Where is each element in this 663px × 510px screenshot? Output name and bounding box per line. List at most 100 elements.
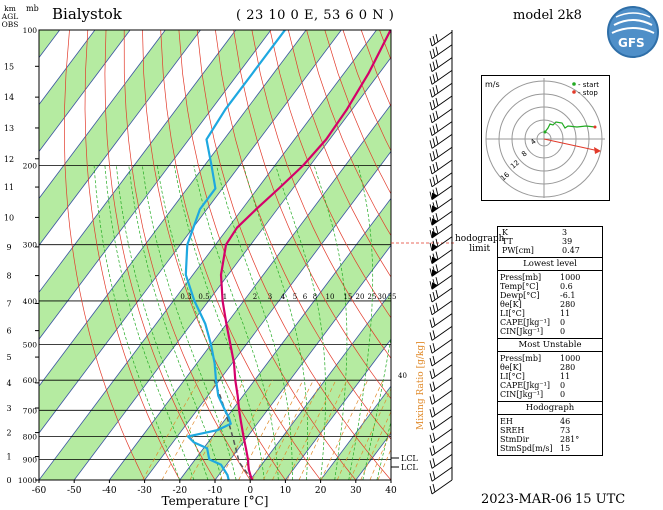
mixing-ratio-line (189, 380, 245, 480)
wind-barb (429, 377, 453, 392)
index-row: CIN[Jkg⁻¹] 0 (500, 327, 566, 336)
lcl-label: LCL (401, 454, 418, 463)
wind-barb (429, 210, 453, 226)
index-row: SREH 73 (500, 426, 571, 435)
dry-adiabat (287, 30, 391, 278)
lcl-label: LCL (401, 463, 418, 472)
wind-barb (429, 159, 453, 175)
isotherm-line (39, 30, 201, 246)
mixing-ratio-line (161, 380, 218, 480)
mixing-ratio-tick: 6 (303, 293, 308, 301)
wind-barb (429, 172, 453, 188)
parcel-profile-line (213, 379, 253, 480)
height-axis-label: km (4, 4, 16, 13)
moist-adiabat (243, 165, 309, 480)
wind-barb (429, 121, 453, 136)
station-title: Bialystok (52, 5, 122, 23)
mixing-ratio-tick: 20 (356, 293, 365, 301)
moist-adiabat (128, 165, 223, 480)
wind-barb (429, 249, 453, 264)
x-tick-label: -30 (137, 486, 152, 496)
x-tick-label: 20 (315, 486, 327, 496)
wind-barbs (429, 30, 453, 495)
index-row: LI[°C] 11 (500, 309, 571, 318)
wind-barb (429, 454, 453, 469)
pressure-tick-label: 700 (23, 406, 38, 415)
height-tick-label: 14 (4, 93, 14, 102)
wind-barb (429, 428, 453, 444)
wind-barb (429, 82, 453, 98)
x-tick-label: -60 (32, 486, 47, 496)
dry-adiabat (64, 30, 145, 480)
indices-top-box: K 3 TT 39 PW[cm] 0.47 (497, 226, 603, 258)
mixing-ratio-tick: 30 (378, 293, 387, 301)
hodograph-stats-box: Hodograph EH 46 SREH 73 StmDir 281° StmS… (497, 402, 603, 456)
most-unstable-box: Most Unstable Press[mb] 1000 θe[K] 280 L… (497, 339, 603, 402)
moist-adiabat (348, 165, 374, 480)
dry-adiabat (104, 30, 216, 480)
height-tick-label: 4 (6, 379, 11, 388)
mixing-ratio-line (369, 430, 391, 480)
moist-adiabat (275, 165, 326, 480)
height-axis-label: OBS (2, 20, 19, 29)
pressure-tick-label: 800 (23, 432, 38, 441)
logo-globe (607, 6, 659, 58)
isotherm-line (39, 30, 307, 387)
index-row: PW[cm] 0.47 (502, 246, 580, 255)
pressure-tick-label: 900 (23, 455, 38, 464)
moist-adiabat (141, 165, 237, 480)
index-row: LI[°C] 11 (500, 372, 571, 381)
wind-barb (429, 185, 453, 200)
mixing-ratio-line (238, 380, 291, 480)
wind-barb (429, 70, 453, 85)
dry-adiabat (233, 30, 391, 400)
mixing-ratio-tick: 10 (326, 293, 335, 301)
pressure-tick-label: 400 (23, 297, 38, 306)
storm-motion-vector (543, 138, 600, 152)
wind-barb (429, 300, 453, 316)
isotherm-line (179, 197, 391, 480)
dry-adiabat (196, 30, 391, 480)
mixing-ratio-tick: 40 (398, 372, 407, 380)
height-tick-label: 11 (4, 183, 14, 192)
pressure-tick-label: 1000 (18, 476, 37, 485)
wind-barb (429, 466, 453, 482)
pressure-tick-label: 200 (23, 161, 38, 170)
isotherm-line (214, 244, 391, 480)
mixing-ratio-line (360, 410, 391, 480)
x-tick-label: 40 (385, 486, 397, 496)
x-tick-label: 0 (247, 486, 253, 496)
wind-barb (429, 364, 453, 380)
height-tick-label: 10 (4, 213, 14, 222)
hodograph-start-marker (572, 82, 576, 86)
moist-adiabat (104, 165, 195, 480)
hodograph-ring-label: 8 (520, 150, 529, 159)
hodograph-trace-stop (593, 125, 597, 129)
hodograph-ring-label: 12 (509, 159, 521, 171)
dry-adiabat (269, 30, 391, 319)
x-tick-label: -50 (67, 486, 82, 496)
mixing-ratio-tick: 1 (223, 293, 227, 301)
index-row: EH 46 (500, 417, 571, 426)
moist-adiabat (156, 165, 251, 480)
mixing-ratio-line (272, 380, 323, 480)
index-row: CAPE[Jkg⁻¹] 0 (500, 381, 566, 390)
index-row: Temp[°C] 0.6 (500, 282, 573, 291)
wind-barb (429, 236, 453, 252)
x-tick-label: 10 (280, 486, 292, 496)
index-row: StmSpd[m/s] 15 (500, 444, 571, 453)
mixing-ratio-tick: 4 (281, 293, 286, 301)
moist-adiabat (313, 165, 348, 480)
station-coords: ( 23 10 0 E, 53 6 0 N ) (236, 8, 395, 23)
dry-adiabat (142, 30, 286, 480)
dry-adiabat (160, 30, 321, 480)
height-tick-label: 0 (6, 476, 11, 485)
hodograph-ring-label: 16 (499, 170, 511, 182)
moist-adiabat (193, 165, 279, 480)
wind-barb (429, 31, 453, 47)
mixing-ratio-tick: 35 (388, 293, 397, 301)
height-tick-label: 9 (6, 243, 11, 252)
mixing-ratio-line (286, 380, 337, 480)
moist-adiabat (173, 165, 265, 480)
height-tick-label: 3 (6, 404, 11, 413)
